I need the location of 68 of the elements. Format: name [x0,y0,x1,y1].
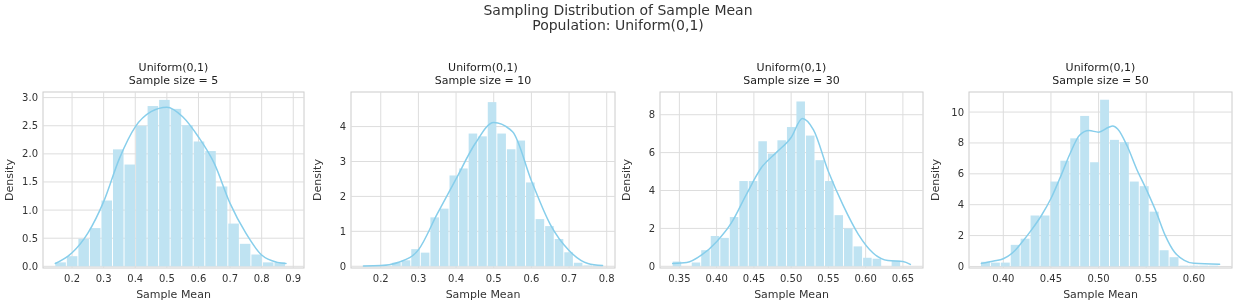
y-tick-label: 4 [339,121,346,133]
x-tick-label: 0.7 [561,273,578,284]
y-tick-label: 6 [648,147,655,159]
x-axis-title: Sample Mean [1063,288,1138,301]
x-tick-label: 0.65 [891,273,915,284]
x-axis-title: Sample Mean [445,288,521,301]
chart-title: Uniform(0,1) [756,61,827,74]
y-tick-label: 4 [648,185,655,197]
y-tick-label: 2.5 [22,120,38,132]
x-tick-label: 0.4 [127,273,144,284]
x-tick-label: 0.2 [372,273,389,284]
x-tick-label: 0.2 [64,273,81,284]
y-tick-label: 0 [339,260,346,272]
y-tick-label: 1.5 [22,176,38,188]
chart-subtitle: Sample size = 50 [1052,74,1149,87]
x-tick-label: 0.45 [742,273,766,284]
y-tick-label: 0 [957,260,964,272]
x-tick-label: 0.5 [485,273,502,284]
y-tick-label: 0.0 [22,260,38,272]
x-tick-label: 0.4 [448,273,465,284]
y-tick-label: 0 [648,260,655,272]
y-tick-label: 10 [951,106,964,118]
y-tick-label: 2.0 [22,148,38,160]
y-axis-title: Density [620,158,633,201]
x-tick-label: 0.8 [253,273,270,284]
y-tick-label: 2 [648,222,655,234]
chart-subtitle: Sample size = 10 [434,74,532,87]
y-tick-label: 4 [957,199,964,211]
x-tick-label: 0.9 [285,273,302,284]
x-tick-label: 0.50 [1087,273,1110,284]
x-axis-title: Sample Mean [136,288,211,301]
y-tick-label: 2 [339,190,346,202]
chart-title: Uniform(0,1) [1065,61,1136,74]
x-tick-label: 0.55 [817,273,840,284]
x-tick-label: 0.6 [523,273,540,284]
y-tick-label: 3 [339,155,346,167]
y-axis-title: Density [929,158,942,201]
y-tick-label: 6 [957,168,964,180]
x-tick-label: 0.7 [222,273,239,284]
x-tick-label: 0.5 [158,273,175,284]
y-tick-label: 2 [957,230,964,242]
y-tick-label: 3.0 [22,92,38,104]
x-tick-label: 0.45 [1039,273,1063,284]
y-tick-label: 0.5 [22,232,38,244]
x-tick-label: 0.40 [705,273,728,284]
text: Sampling Distribution of Sample Mean [483,2,753,18]
chart-title: Uniform(0,1) [448,61,518,74]
chart-subtitle: Sample size = 5 [128,74,219,87]
text: Population: Uniform(0,1) [532,17,704,33]
y-axis-title: Density [3,158,16,201]
x-tick-label: 0.3 [410,273,427,284]
x-axis-title: Sample Mean [754,288,829,301]
y-axis-title: Density [311,158,324,201]
x-tick-label: 0.6 [190,273,207,284]
chart-subtitle: Sample size = 30 [743,74,840,87]
y-tick-label: 8 [648,109,655,121]
y-tick-label: 1.0 [22,204,38,216]
x-tick-label: 0.60 [1182,273,1206,284]
x-tick-label: 0.35 [668,273,691,284]
x-tick-label: 0.60 [854,273,877,284]
x-tick-label: 0.8 [598,273,615,284]
chart-title: Uniform(0,1) [138,61,209,74]
x-tick-label: 0.40 [992,273,1015,284]
x-tick-label: 0.3 [95,273,112,284]
y-tick-label: 8 [957,137,964,149]
y-tick-label: 1 [339,225,346,237]
x-tick-label: 0.55 [1135,273,1158,284]
x-tick-label: 0.50 [779,273,803,284]
